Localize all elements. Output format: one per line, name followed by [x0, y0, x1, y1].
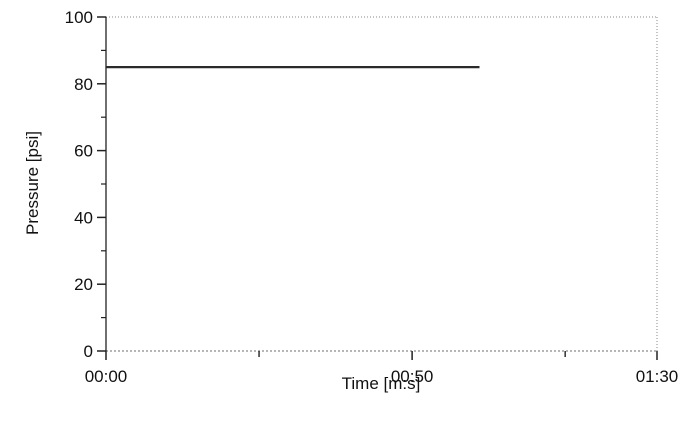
x-tick-label: 01:30 [636, 367, 679, 386]
y-tick-label: 20 [74, 275, 93, 294]
y-tick-label: 60 [74, 142, 93, 161]
y-tick-label: 0 [84, 342, 93, 361]
x-axis-title: Time [m:s] [342, 374, 421, 393]
x-tick-label: 00:50 [391, 367, 434, 386]
y-tick-label: 80 [74, 75, 93, 94]
y-axis-title: Pressure [psi] [23, 131, 42, 235]
x-tick-label: 00:00 [85, 367, 128, 386]
y-tick-label: 40 [74, 208, 93, 227]
y-tick-label: 100 [65, 8, 93, 27]
